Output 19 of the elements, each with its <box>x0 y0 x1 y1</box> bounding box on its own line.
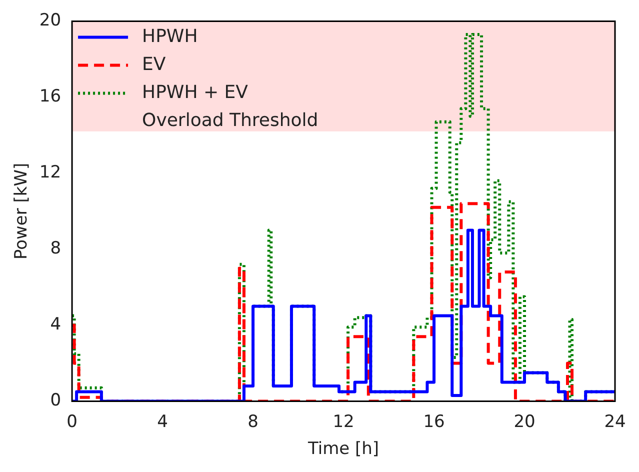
legend-label: HPWH + EV <box>142 82 249 103</box>
x-tick-label: 8 <box>248 412 258 432</box>
x-tick-label: 20 <box>514 412 536 432</box>
legend-label: HPWH <box>142 26 198 47</box>
y-tick-label: 16 <box>39 86 62 107</box>
y-tick-label: 8 <box>50 238 62 259</box>
y-tick-label: 20 <box>39 10 62 31</box>
x-tick-label: 24 <box>604 412 626 432</box>
y-tick-label: 0 <box>50 390 62 411</box>
y-tick-label: 4 <box>50 314 62 335</box>
x-tick-label: 12 <box>332 412 354 432</box>
x-tick-label: 16 <box>423 412 445 432</box>
legend-label: EV <box>142 54 166 75</box>
y-axis-title: Power [kW] <box>12 162 32 260</box>
band-label: Overload Threshold <box>142 110 318 131</box>
y-tick-label: 12 <box>39 162 62 183</box>
x-axis-title: Time [h] <box>306 439 380 460</box>
x-tick-label: 4 <box>157 412 168 432</box>
x-tick-label: 0 <box>66 412 78 432</box>
